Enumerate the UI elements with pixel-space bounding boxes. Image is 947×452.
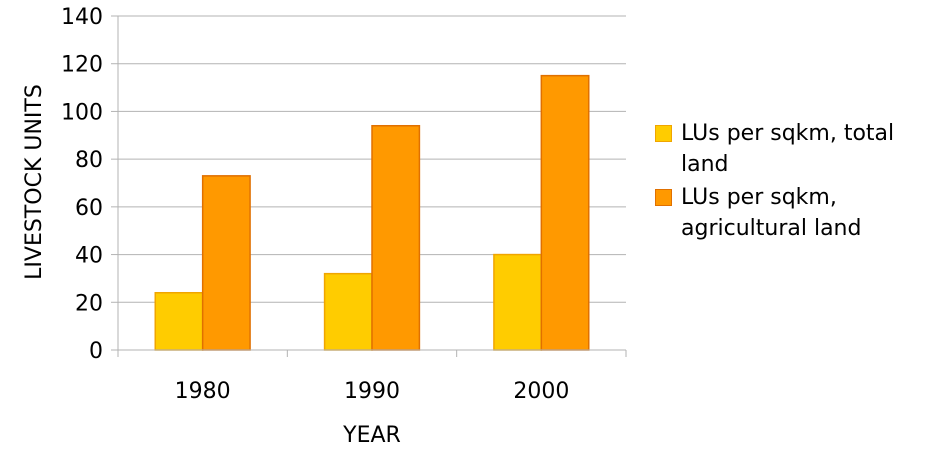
y-tick-label: 0 — [89, 339, 103, 364]
legend-swatch-total-land — [655, 125, 672, 142]
y-tick-label: 60 — [75, 196, 103, 221]
x-tick-label: 2000 — [513, 379, 569, 404]
bar-agricultural-land-2000 — [540, 74, 590, 351]
legend-label-line1: LUs per sqkm, — [681, 185, 837, 210]
legend-label-line2: agricultural land — [681, 216, 862, 241]
bars — [154, 74, 590, 351]
x-tick-label: 1980 — [175, 379, 231, 404]
y-axis-title: LIVESTOCK UNITS — [22, 84, 47, 280]
y-tick-labels: 0 20 40 60 80 100 120 140 — [61, 5, 103, 364]
bar-total-land-2000 — [493, 253, 543, 351]
y-tick-label: 140 — [61, 5, 103, 30]
x-tick-labels: 1980 1990 2000 — [175, 379, 570, 404]
legend-item-agricultural-land: LUs per sqkm, agricultural land — [655, 182, 945, 244]
x-axis-title: YEAR — [342, 423, 401, 448]
bar-agricultural-land-1980 — [201, 175, 251, 351]
legend: LUs per sqkm, total land LUs per sqkm, a… — [655, 118, 945, 246]
bar-total-land-1980 — [154, 291, 204, 351]
y-tick-label: 80 — [75, 148, 103, 173]
y-tick-label: 120 — [61, 53, 103, 78]
legend-label-line2: land — [681, 152, 729, 177]
axes — [111, 15, 627, 357]
legend-swatch-agricultural-land — [655, 189, 672, 206]
y-tick-label: 20 — [75, 291, 103, 316]
bar-agricultural-land-1990 — [371, 124, 421, 351]
x-tick-label: 1990 — [344, 379, 400, 404]
legend-item-total-land: LUs per sqkm, total land — [655, 118, 945, 180]
bar-total-land-1990 — [323, 272, 373, 351]
y-tick-label: 40 — [75, 244, 103, 269]
legend-label-line1: LUs per sqkm, total — [681, 121, 895, 146]
y-tick-label: 100 — [61, 100, 103, 125]
